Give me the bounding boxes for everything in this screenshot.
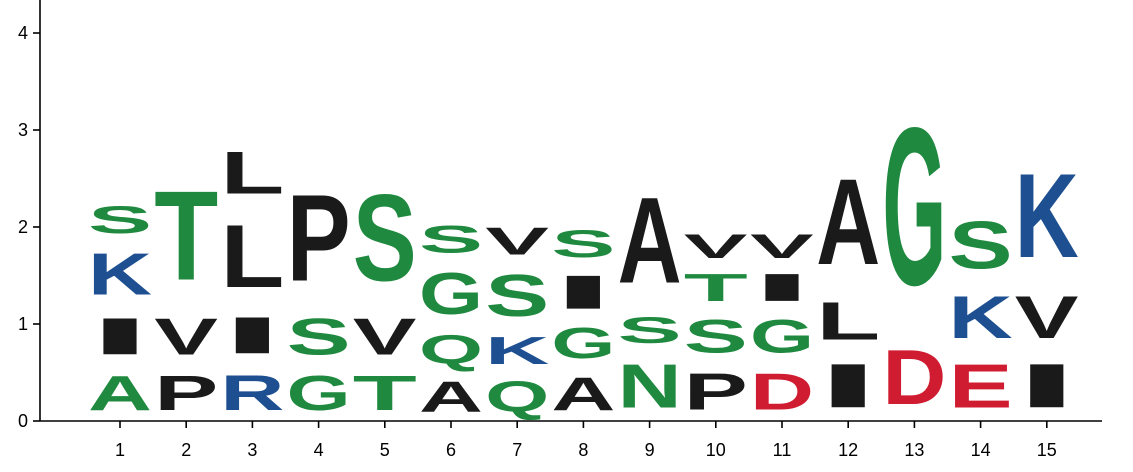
logo-letter-a: A — [816, 153, 880, 291]
logo-letter-s: S — [485, 263, 549, 329]
logo-letter-a: A — [419, 372, 483, 420]
logo-letter-l: L — [220, 206, 284, 306]
x-tick-label: 8 — [578, 440, 588, 460]
logo-letter-e: E — [949, 352, 1013, 421]
logo-letter-i: I — [816, 351, 880, 421]
logo-letter-a: A — [618, 171, 682, 309]
logo-letter-a: A — [551, 368, 615, 421]
x-tick-label: 13 — [904, 440, 924, 460]
x-tick-label: 2 — [181, 440, 191, 460]
logo-letter-v: V — [750, 227, 814, 266]
y-tick-label: 1 — [18, 314, 28, 334]
logo-letter-q: Q — [419, 327, 483, 373]
logo-letter-v: V — [1015, 283, 1079, 350]
logo-letter-t: T — [684, 265, 748, 309]
logo-letter-s: S — [353, 170, 417, 308]
logo-letter-p: P — [287, 170, 351, 308]
logo-letter-t: T — [154, 164, 218, 307]
logo-letter-p: P — [154, 366, 218, 421]
logo-letter-s: S — [551, 222, 615, 266]
logo-letter-i: I — [220, 307, 284, 365]
logo-letter-q: Q — [485, 372, 549, 421]
logo-letter-g: G — [551, 319, 615, 368]
logo-letter-t: T — [353, 366, 417, 421]
logo-letter-d: D — [750, 363, 814, 421]
y-tick-label: 3 — [18, 120, 28, 140]
logo-letter-k: K — [485, 329, 549, 373]
x-tick-label: 11 — [773, 440, 792, 460]
logo-letter-s: S — [684, 310, 748, 363]
logo-letter-s: S — [287, 308, 351, 366]
logo-letter-v: V — [353, 308, 417, 366]
logo-letter-g: G — [882, 81, 946, 332]
y-axis-ticks: 0 1 2 3 4 — [18, 23, 40, 431]
x-tick-label: 4 — [314, 440, 324, 460]
logo-letter-l: L — [816, 291, 880, 351]
y-tick-label: 2 — [18, 217, 28, 237]
x-tick-label: 3 — [247, 440, 257, 460]
logo-letter-k: K — [1015, 150, 1079, 283]
logo-letter-v: V — [684, 227, 748, 266]
logo-letter-d: D — [882, 333, 946, 421]
x-tick-label: 7 — [512, 440, 522, 460]
x-tick-label: 14 — [971, 440, 991, 460]
logo-letter-n: N — [618, 352, 682, 421]
x-tick-label: 1 — [115, 440, 125, 460]
logo-letter-i: I — [551, 266, 615, 319]
y-tick-label: 0 — [18, 411, 28, 431]
logo-letter-l: L — [220, 139, 284, 206]
y-tick-label: 4 — [18, 23, 28, 43]
x-axis-ticks: 1 2 3 4 5 6 7 8 9 10 11 12 13 14 15 — [115, 421, 1057, 460]
logo-letter-k: K — [949, 284, 1013, 352]
logo-letter-a: A — [88, 366, 152, 421]
logo-letter-p: P — [684, 363, 748, 421]
logo-letter-g: G — [750, 310, 814, 363]
logo-letter-s: S — [949, 207, 1013, 283]
logo-letters: AIKSPVTRILLGSPTVSAQGSQKSVAGISNSAPSTVDGIV… — [88, 81, 1079, 421]
logo-letter-k: K — [88, 241, 152, 307]
x-tick-label: 9 — [645, 440, 655, 460]
logo-letter-s: S — [419, 217, 483, 261]
logo-letter-v: V — [154, 308, 218, 366]
logo-letter-g: G — [287, 366, 351, 421]
x-tick-label: 12 — [838, 440, 858, 460]
logo-letter-v: V — [485, 220, 549, 263]
x-tick-label: 10 — [706, 440, 726, 460]
logo-letter-g: G — [419, 261, 483, 327]
logo-letter-i: I — [1015, 351, 1079, 421]
logo-letter-s: S — [88, 198, 152, 242]
logo-letter-s: S — [618, 310, 682, 351]
logo-letter-i: I — [750, 266, 814, 309]
x-tick-label: 6 — [446, 440, 456, 460]
x-tick-label: 5 — [380, 440, 390, 460]
x-tick-label: 15 — [1037, 440, 1057, 460]
logo-letter-r: R — [220, 365, 284, 421]
logo-letter-i: I — [88, 308, 152, 366]
